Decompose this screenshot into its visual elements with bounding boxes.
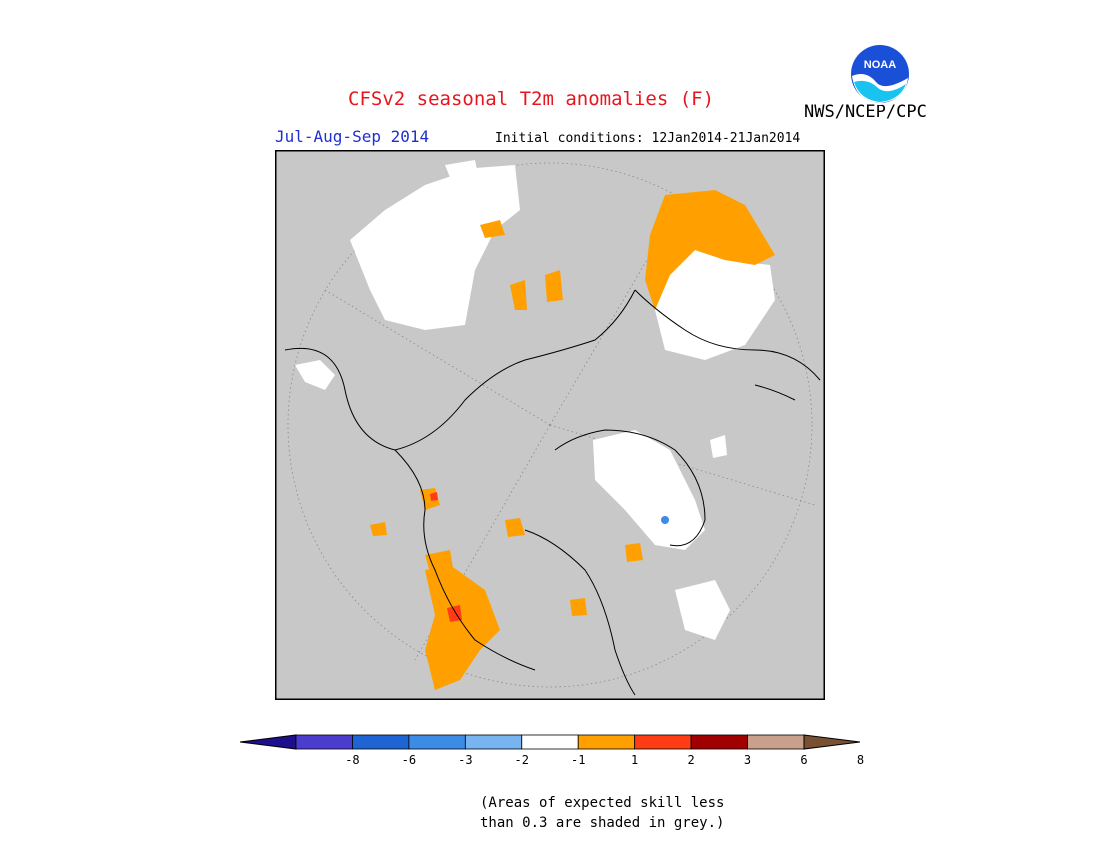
legend-tick-label: 1 [631,753,639,767]
map-title: CFSv2 seasonal T2m anomalies (F) [348,88,715,110]
legend-swatch [295,734,353,750]
legend-swatch [747,734,805,750]
legend-swatch [690,734,748,750]
legend-tick-label: -3 [458,753,473,767]
legend-swatch [352,734,410,750]
footnote-line-1: (Areas of expected skill less [480,795,725,811]
legend-swatch [408,734,466,750]
skill-footnote: (Areas of expected skill less than 0.3 a… [480,793,724,833]
color-legend [240,734,860,750]
near-normal-regions [295,160,775,640]
coastlines [284,289,821,696]
noaa-logo-text: NOAA [864,59,896,71]
map-frame [275,150,825,700]
legend-tick-label: -8 [345,753,360,767]
noaa-logo: NOAA [849,43,911,105]
legend-swatch [521,734,579,750]
legend-tick-label: 8 [856,753,865,767]
legend-swatch [464,734,523,750]
latitude-circle [287,162,813,688]
legend-tick-label: 2 [687,753,695,767]
warm-regions [370,190,775,690]
legend-tick-label: -1 [570,753,586,767]
legend-arrow-low [240,734,297,750]
legend-swatch [634,734,692,750]
legend-tick-label: 3 [743,753,752,767]
cool-region [661,516,669,524]
legend-tick-label: -2 [514,753,529,767]
initial-conditions: Initial conditions: 12Jan2014-21Jan2014 [495,131,801,146]
forecast-period: Jul-Aug-Sep 2014 [275,127,430,146]
legend-tick-label: 6 [800,753,808,767]
footnote-line-2: than 0.3 are shaded in grey.) [480,815,725,831]
legend-arrow-high [803,734,860,750]
legend-tick-label: -6 [401,753,417,767]
polar-map [275,150,825,700]
agency-label: NWS/NCEP/CPC [804,102,927,122]
legend-swatch [577,734,636,750]
